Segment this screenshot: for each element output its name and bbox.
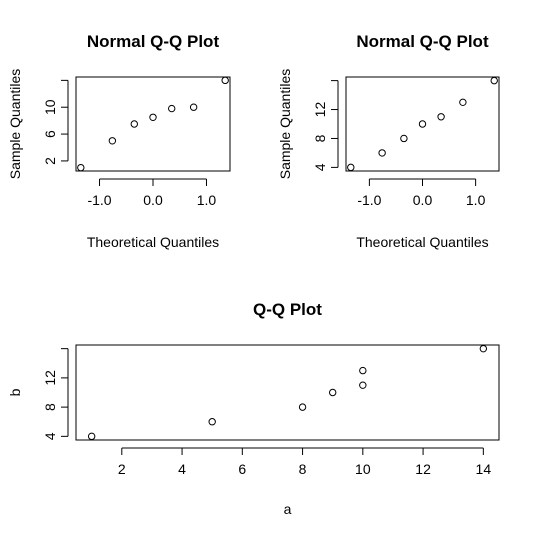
y-tick-label: 8: [42, 403, 58, 411]
x-tick-label: 2: [118, 461, 126, 477]
x-tick-label: 10: [355, 461, 371, 477]
x-axis-label: Theoretical Quantiles: [356, 234, 488, 250]
y-tick-label: 2: [42, 157, 58, 165]
y-tick-label: 4: [42, 432, 58, 440]
y-tick-label: 6: [42, 130, 58, 138]
x-tick-label: 8: [299, 461, 307, 477]
chart-title: Q-Q Plot: [253, 300, 322, 319]
data-point: [479, 344, 488, 353]
data-point: [359, 366, 367, 375]
data-point: [328, 388, 337, 397]
chart-title: Normal Q-Q Plot: [87, 32, 220, 51]
data-point: [130, 120, 138, 128]
data-point: [208, 418, 216, 426]
data-point: [189, 103, 198, 111]
data-point: [378, 149, 386, 157]
data-point: [221, 76, 229, 85]
chart-title: Normal Q-Q Plot: [356, 32, 489, 51]
data-point: [418, 120, 427, 128]
data-point: [490, 76, 498, 85]
x-tick-label: 0.0: [413, 192, 433, 208]
data-point: [149, 113, 157, 121]
x-tick-label: 6: [238, 461, 246, 477]
data-point: [459, 98, 467, 107]
data-point: [108, 137, 117, 145]
data-point: [437, 113, 445, 121]
qq-plot-panel-top-left: Normal Q-Q Plot -1.0 0.0 1.0 2 6 10 Theoretical…: [7, 32, 231, 250]
plot-frame: [75, 344, 500, 441]
x-tick-label: -1.0: [87, 192, 111, 208]
y-tick-label: 4: [312, 163, 328, 171]
data-point: [77, 163, 85, 172]
x-tick-label: 4: [178, 461, 186, 477]
x-tick-label: 0.0: [143, 192, 163, 208]
y-tick-label: 12: [312, 102, 328, 118]
y-axis-label: Sample Quantiles: [277, 69, 293, 180]
qq-plot-panel-bottom: Q-Q Plot 2 4 6 8 10 12 14 4 8 12 a b: [7, 300, 500, 517]
y-tick-label: 12: [42, 370, 58, 386]
y-axis-label: b: [7, 388, 23, 396]
y-tick-label: 8: [312, 134, 328, 142]
data-point: [400, 134, 408, 143]
data-point: [168, 104, 176, 113]
x-tick-label: 14: [476, 461, 492, 477]
plot-frame: [345, 76, 500, 172]
plot-frame: [75, 76, 231, 172]
x-tick-label: -1.0: [357, 192, 381, 208]
data-point: [347, 163, 355, 172]
qq-plot-panel-top-right: Normal Q-Q Plot -1.0 0.0 1.0 4 8 12 Theoretical…: [277, 32, 500, 250]
data-point: [87, 432, 96, 441]
data-point: [359, 381, 367, 389]
data-point: [298, 403, 307, 411]
x-tick-label: 12: [415, 461, 431, 477]
x-tick-label: 1.0: [466, 192, 486, 208]
x-axis-label: Theoretical Quantiles: [87, 234, 219, 250]
x-axis-label: a: [284, 501, 292, 517]
y-axis-label: Sample Quantiles: [7, 69, 23, 180]
y-tick-label: 10: [42, 99, 58, 115]
x-tick-label: 1.0: [197, 192, 217, 208]
